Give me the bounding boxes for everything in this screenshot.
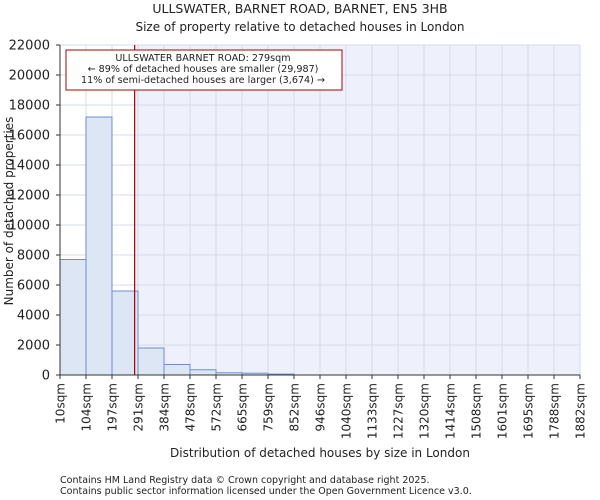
y-tick-label: 18000 <box>9 99 50 114</box>
x-tick-label: 1788sqm <box>548 383 562 439</box>
y-tick-label: 20000 <box>9 69 50 84</box>
y-tick-label: 22000 <box>9 39 50 54</box>
x-tick-label: 384sqm <box>158 383 172 431</box>
x-tick-label: 759sqm <box>262 383 276 431</box>
y-tick-label: 16000 <box>9 129 50 144</box>
chart-title: ULLSWATER, BARNET ROAD, BARNET, EN5 3HB <box>152 1 447 16</box>
x-tick-label: 665sqm <box>236 383 250 431</box>
x-axis-label: Distribution of detached houses by size … <box>170 446 470 460</box>
y-tick-label: 2000 <box>17 339 50 354</box>
x-tick-label: 1040sqm <box>340 383 354 439</box>
y-tick-label: 0 <box>42 369 50 384</box>
x-tick-label: 852sqm <box>288 383 302 431</box>
bar <box>111 290 139 376</box>
bar <box>189 369 217 376</box>
bar <box>163 364 191 376</box>
x-tick-label: 1695sqm <box>522 383 536 439</box>
x-tick-label: 1508sqm <box>470 383 484 439</box>
x-tick-label: 1601sqm <box>496 383 510 439</box>
footer-line-1: Contains HM Land Registry data © Crown c… <box>60 475 430 486</box>
y-axis-label: Number of detached properties <box>2 117 16 306</box>
x-tick-label: 946sqm <box>314 383 328 431</box>
x-tick-label: 1133sqm <box>366 383 380 439</box>
bar <box>137 347 165 376</box>
x-tick-label: 572sqm <box>210 383 224 431</box>
y-tick-label: 14000 <box>9 159 50 174</box>
x-tick-label: 478sqm <box>184 383 198 431</box>
chart-subtitle: Size of property relative to detached ho… <box>135 20 464 34</box>
x-tick-label: 197sqm <box>106 383 120 431</box>
x-tick-label: 1414sqm <box>444 383 458 439</box>
footer-line-2: Contains public sector information licen… <box>60 486 472 497</box>
annotation-line: 11% of semi-detached houses are larger (… <box>81 75 325 86</box>
bar <box>85 116 113 376</box>
y-tick-label: 4000 <box>17 309 50 324</box>
y-tick-label: 8000 <box>17 249 50 264</box>
y-tick-label: 10000 <box>9 219 50 234</box>
plot-area: 0 2000 4000 6000 8000 10000 12000 14000 16000 180… <box>9 39 588 440</box>
x-tick-label: 104sqm <box>80 383 94 431</box>
x-tick-label: 1882sqm <box>574 383 588 439</box>
highlight-region <box>134 45 580 375</box>
y-tick-label: 12000 <box>9 189 50 204</box>
x-tick-label: 291sqm <box>132 383 146 431</box>
x-tick-label: 1227sqm <box>392 383 406 439</box>
x-tick-label: 1320sqm <box>418 383 432 439</box>
x-tick-label: 10sqm <box>54 383 68 424</box>
annotation-box <box>65 49 343 91</box>
annotation-line: ULLSWATER BARNET ROAD: 279sqm <box>115 53 290 64</box>
bar <box>59 259 87 376</box>
y-tick-label: 6000 <box>17 279 50 294</box>
annotation-line: ← 89% of detached houses are smaller (29… <box>88 64 319 75</box>
